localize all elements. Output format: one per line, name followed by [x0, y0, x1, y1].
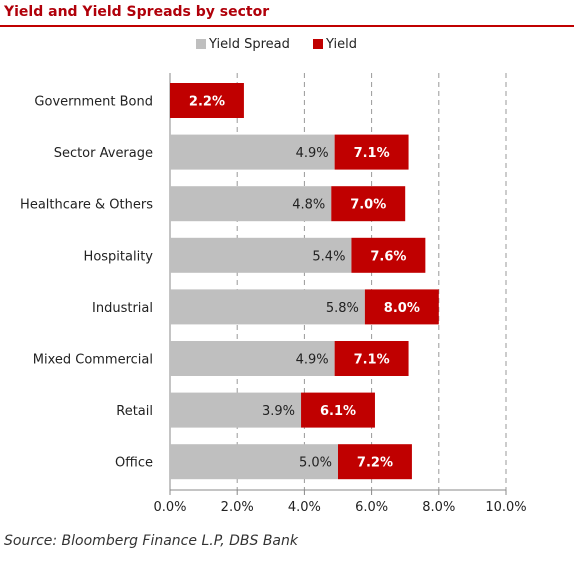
bar-yield-spread: [170, 186, 332, 222]
bar-yield: [170, 83, 244, 118]
data-label-yield: 7.1%: [354, 353, 390, 368]
x-tick-label: 0.0%: [153, 500, 186, 515]
category-label: Healthcare & Others: [20, 198, 153, 213]
data-label-yield: 7.1%: [354, 146, 390, 161]
data-label-yield: 7.2%: [357, 456, 393, 471]
bar-yield: [364, 289, 439, 325]
category-label: Mixed Commercial: [33, 353, 153, 368]
legend-label-0: Yield Spread: [208, 37, 290, 52]
title-rule: [0, 25, 574, 27]
data-label-yield-spread: 5.8%: [326, 301, 359, 316]
bar-yield: [351, 237, 426, 273]
legend: Yield Spread Yield: [196, 37, 357, 52]
bar-yield-spread: [170, 341, 335, 376]
data-label-yield-spread: 5.4%: [312, 249, 345, 264]
x-tick-label: 4.0%: [288, 500, 321, 515]
bar-yield: [331, 186, 406, 222]
data-label-yield: 6.1%: [320, 404, 356, 419]
bar-yield-spread: [170, 392, 302, 428]
source-note: Source: Bloomberg Finance L.P, DBS Bank: [4, 533, 298, 549]
data-label-yield: 7.0%: [350, 198, 386, 213]
data-label-yield-spread: 4.9%: [296, 353, 329, 368]
bar-yield: [301, 392, 375, 428]
bar-yield: [334, 341, 409, 376]
legend-label-1: Yield: [325, 37, 357, 52]
x-tick-labels: 0.0% 2.0% 4.0% 6.0% 8.0% 10.0%: [153, 500, 526, 515]
bar-yield-spread: [170, 444, 338, 480]
category-label: Government Bond: [34, 95, 153, 110]
bar-yield: [334, 134, 409, 170]
bar-yield: [338, 444, 412, 480]
x-tick-label: 10.0%: [485, 500, 526, 515]
data-label-yield-spread: 4.8%: [292, 198, 325, 213]
data-label-yield-spread: 3.9%: [262, 404, 295, 419]
category-labels: Government Bond Sector Average Healthcare …: [20, 95, 153, 471]
legend-swatch-0: [196, 39, 206, 49]
category-label: Industrial: [92, 301, 153, 316]
data-label-yield: 7.6%: [370, 249, 406, 264]
x-tick-label: 8.0%: [422, 500, 455, 515]
data-label-yield: 2.2%: [189, 95, 225, 110]
data-label-yield: 8.0%: [384, 301, 420, 316]
category-label: Retail: [116, 404, 153, 419]
category-label: Hospitality: [84, 249, 154, 264]
chart-title: Yield and Yield Spreads by sector: [4, 4, 270, 20]
data-label-yield-spread: 5.0%: [299, 456, 332, 471]
category-label: Sector Average: [54, 146, 153, 161]
legend-swatch-1: [313, 39, 323, 49]
x-tick-label: 2.0%: [221, 500, 254, 515]
category-label: Office: [115, 456, 153, 471]
x-tick-label: 6.0%: [355, 500, 388, 515]
bar-yield-spread: [170, 289, 365, 325]
bars: 2.2% 4.9% 7.1% 4.8% 7.0% 5.4% 7.6% 5.8% 8.0% 4.9%…: [170, 83, 439, 480]
data-label-yield-spread: 4.9%: [296, 146, 329, 161]
chart: Yield Spread Yield 2.2% 4.9% 7.1% 4.8% 7.0% 5.…: [20, 37, 527, 515]
bar-yield-spread: [170, 237, 352, 273]
bar-yield-spread: [170, 134, 335, 170]
